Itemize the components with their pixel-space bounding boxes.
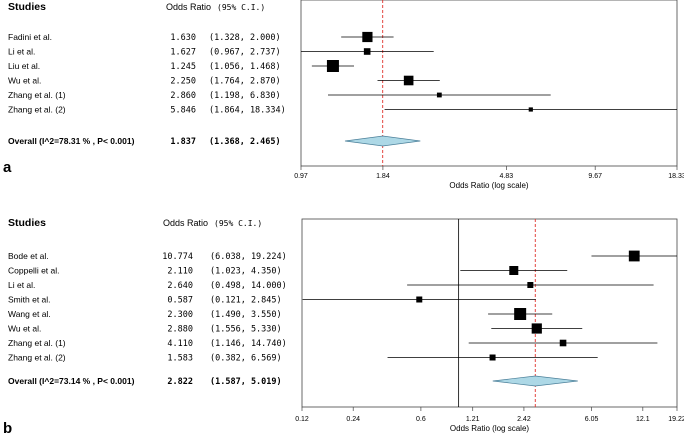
study-or-value: 2.110: [167, 267, 193, 277]
study-or-value: 1.630: [170, 33, 196, 43]
study-name: Smith et al.: [8, 295, 51, 305]
x-tick-label: 12.1: [636, 416, 650, 423]
study-or-value: 1.583: [167, 354, 193, 364]
study-ci-value: (1.146, 14.740): [210, 339, 287, 349]
study-or-value: 2.250: [170, 77, 196, 87]
plot-frame: [300, 0, 678, 167]
study-ci-value: (1.023, 4.350): [210, 267, 282, 277]
forest-panel-a: Studies Odds Ratio (95% C.I.) Fadini et al.…: [3, 0, 684, 190]
overall-or-value: 1.837: [170, 137, 196, 147]
study-ci-value: (0.967, 2.737): [209, 48, 281, 58]
study-or-value: 2.640: [167, 281, 193, 291]
study-ci-value: (1.490, 3.550): [210, 310, 282, 320]
overall-label: Overall (I^2=78.31 % , P< 0.001): [8, 136, 135, 146]
panel-letter: a: [3, 159, 12, 176]
study-name: Coppelli et al.: [8, 266, 60, 276]
study-or-value: 0.587: [167, 296, 193, 306]
overall-diamond: [492, 375, 578, 387]
study-name: Wu et al.: [8, 76, 41, 86]
study-or-value: 2.860: [170, 91, 196, 101]
study-name: Wu et al.: [8, 324, 41, 334]
study-point-box: [628, 250, 640, 262]
header-ci: (95% C.I.): [217, 3, 265, 12]
study-name: Wang et al.: [8, 309, 51, 319]
study-point-box: [559, 339, 567, 347]
study-point-box: [527, 282, 534, 288]
study-point-box: [362, 31, 373, 43]
study-ci-value: (0.382, 6.569): [210, 354, 282, 364]
study-point-box: [416, 296, 423, 303]
header-studies: Studies: [8, 1, 46, 13]
x-tick-label: 0.97: [294, 173, 308, 180]
overall-diamond: [344, 135, 421, 147]
study-or-value: 5.846: [170, 106, 196, 116]
study-point-box: [514, 308, 527, 320]
x-tick-label: 6.05: [585, 416, 599, 423]
study-name: Fadini et al.: [8, 32, 52, 42]
study-ci-value: (0.121, 2.845): [210, 296, 282, 306]
overall-or-value: 2.822: [167, 377, 193, 387]
x-tick-label: 18.33: [668, 173, 684, 180]
x-tick-label: 2.42: [517, 416, 531, 423]
study-ci-value: (1.328, 2.000): [209, 33, 281, 43]
study-point-box: [363, 48, 371, 55]
x-axis-label: Odds Ratio (log scale): [449, 181, 528, 190]
header-odds-ratio: Odds Ratio: [163, 218, 208, 228]
forest-panel-b: Studies Odds Ratio (95% C.I.) Bode et al. 10…: [3, 217, 684, 437]
x-tick-label: 4.83: [500, 173, 514, 180]
study-name: Zhang et al. (1): [8, 338, 66, 348]
x-tick-label: 9.67: [588, 173, 602, 180]
study-name: Bode et al.: [8, 251, 49, 261]
x-tick-label: 0.6: [416, 416, 426, 423]
study-point-box: [489, 354, 496, 361]
study-ci-value: (6.038, 19.224): [210, 252, 287, 262]
study-name: Zhang et al. (2): [8, 105, 66, 115]
study-ci-value: (1.198, 6.830): [209, 91, 281, 101]
study-point-box: [326, 60, 339, 72]
study-or-value: 4.110: [167, 339, 193, 349]
panel-letter: b: [3, 420, 12, 437]
study-point-box: [436, 92, 442, 98]
x-tick-label: 0.12: [295, 416, 309, 423]
header-studies: Studies: [8, 217, 46, 229]
study-name: Li et al.: [8, 47, 35, 57]
x-axis-label: Odds Ratio (log scale): [450, 424, 529, 433]
study-point-box: [403, 75, 414, 86]
study-or-value: 2.880: [167, 325, 193, 335]
study-name: Li et al.: [8, 280, 35, 290]
x-tick-label: 19.22: [668, 416, 684, 423]
study-ci-value: (1.056, 1.468): [209, 62, 281, 72]
study-or-value: 2.300: [167, 310, 193, 320]
study-or-value: 10.774: [162, 252, 193, 262]
x-tick-label: 0.24: [346, 416, 360, 423]
overall-ci-value: (1.368, 2.465): [209, 137, 281, 147]
x-tick-label: 1.21: [466, 416, 480, 423]
header-ci: (95% C.I.): [214, 219, 262, 228]
overall-label: Overall (I^2=73.14 % , P< 0.001): [8, 376, 135, 386]
study-or-value: 1.627: [170, 48, 196, 58]
study-ci-value: (1.864, 18.334): [209, 106, 286, 116]
study-or-value: 1.245: [170, 62, 196, 72]
x-tick-label: 1.84: [376, 173, 390, 180]
header-odds-ratio: Odds Ratio: [166, 2, 211, 12]
study-ci-value: (1.556, 5.330): [210, 325, 282, 335]
overall-ci-value: (1.587, 5.019): [210, 377, 282, 387]
study-point-box: [509, 266, 519, 275]
study-name: Zhang et al. (2): [8, 353, 66, 363]
study-point-box: [531, 323, 542, 334]
study-name: Zhang et al. (1): [8, 90, 66, 100]
plot-frame: [301, 218, 678, 408]
study-name: Liu et al.: [8, 61, 40, 71]
study-ci-value: (1.764, 2.870): [209, 77, 281, 87]
study-ci-value: (0.498, 14.000): [210, 281, 287, 291]
study-point-box: [528, 107, 533, 112]
